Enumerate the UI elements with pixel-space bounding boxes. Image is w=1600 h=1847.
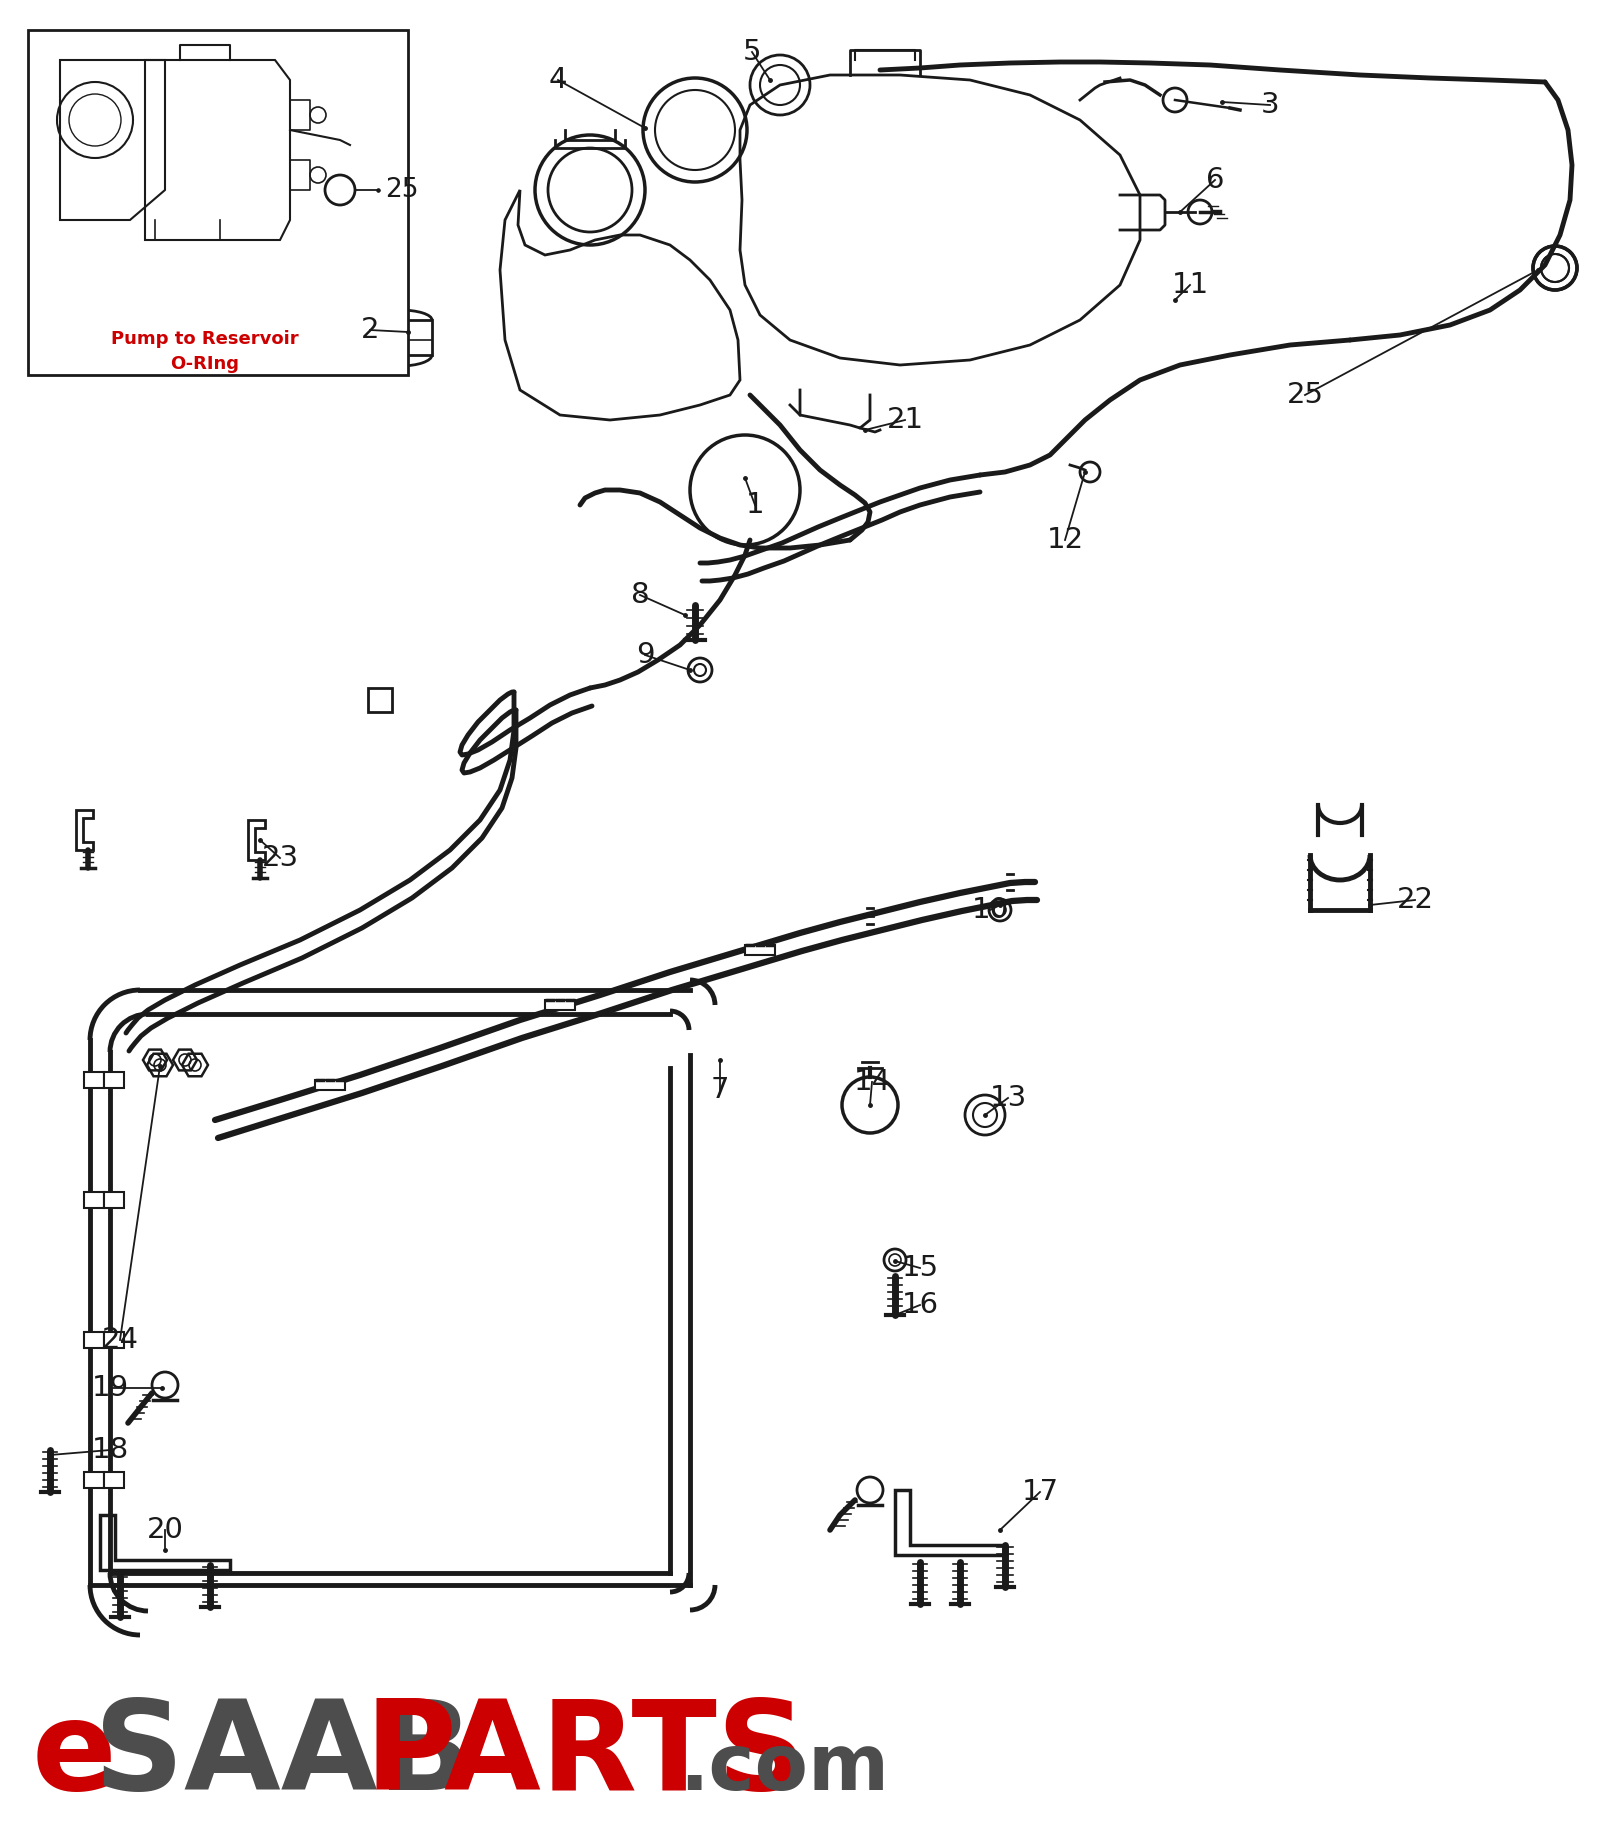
- Bar: [546, 999, 574, 1010]
- Text: 18: 18: [91, 1435, 128, 1465]
- Text: 24: 24: [101, 1326, 139, 1354]
- Text: 8: 8: [630, 582, 650, 610]
- Text: e: e: [32, 1696, 117, 1816]
- Text: SAAB: SAAB: [94, 1696, 472, 1816]
- Text: 22: 22: [1397, 887, 1434, 914]
- Text: 15: 15: [901, 1254, 939, 1282]
- Text: PARTS: PARTS: [365, 1696, 806, 1816]
- Text: Pump to Reservoir: Pump to Reservoir: [110, 331, 299, 347]
- Bar: [746, 946, 774, 955]
- Bar: [368, 687, 392, 711]
- Text: 25: 25: [386, 177, 419, 203]
- Text: 2: 2: [360, 316, 379, 344]
- Bar: [104, 1332, 125, 1348]
- Text: 9: 9: [635, 641, 654, 669]
- Text: 1: 1: [746, 491, 765, 519]
- Text: 25: 25: [1286, 380, 1323, 408]
- Text: 4: 4: [549, 66, 568, 94]
- Bar: [104, 1071, 125, 1088]
- Text: 6: 6: [1206, 166, 1224, 194]
- Text: 10: 10: [971, 896, 1008, 924]
- Text: 7: 7: [710, 1077, 730, 1105]
- Text: 21: 21: [886, 406, 923, 434]
- Bar: [104, 1472, 125, 1489]
- Text: 17: 17: [1021, 1478, 1059, 1505]
- Bar: [83, 1191, 104, 1208]
- Text: 11: 11: [1171, 272, 1208, 299]
- Bar: [104, 1191, 125, 1208]
- Text: 23: 23: [261, 844, 299, 872]
- Text: 20: 20: [147, 1516, 184, 1544]
- Text: 13: 13: [989, 1084, 1027, 1112]
- Bar: [29, 30, 408, 375]
- Bar: [315, 1080, 346, 1090]
- Text: O-RIng: O-RIng: [171, 355, 240, 373]
- Text: 16: 16: [901, 1291, 939, 1319]
- Text: 5: 5: [742, 39, 762, 66]
- Text: 14: 14: [853, 1068, 891, 1095]
- Bar: [83, 1071, 104, 1088]
- Bar: [83, 1472, 104, 1489]
- Bar: [83, 1332, 104, 1348]
- Text: 3: 3: [1261, 91, 1280, 118]
- Text: 12: 12: [1046, 526, 1083, 554]
- Text: 19: 19: [91, 1374, 128, 1402]
- Text: .com: .com: [678, 1731, 890, 1806]
